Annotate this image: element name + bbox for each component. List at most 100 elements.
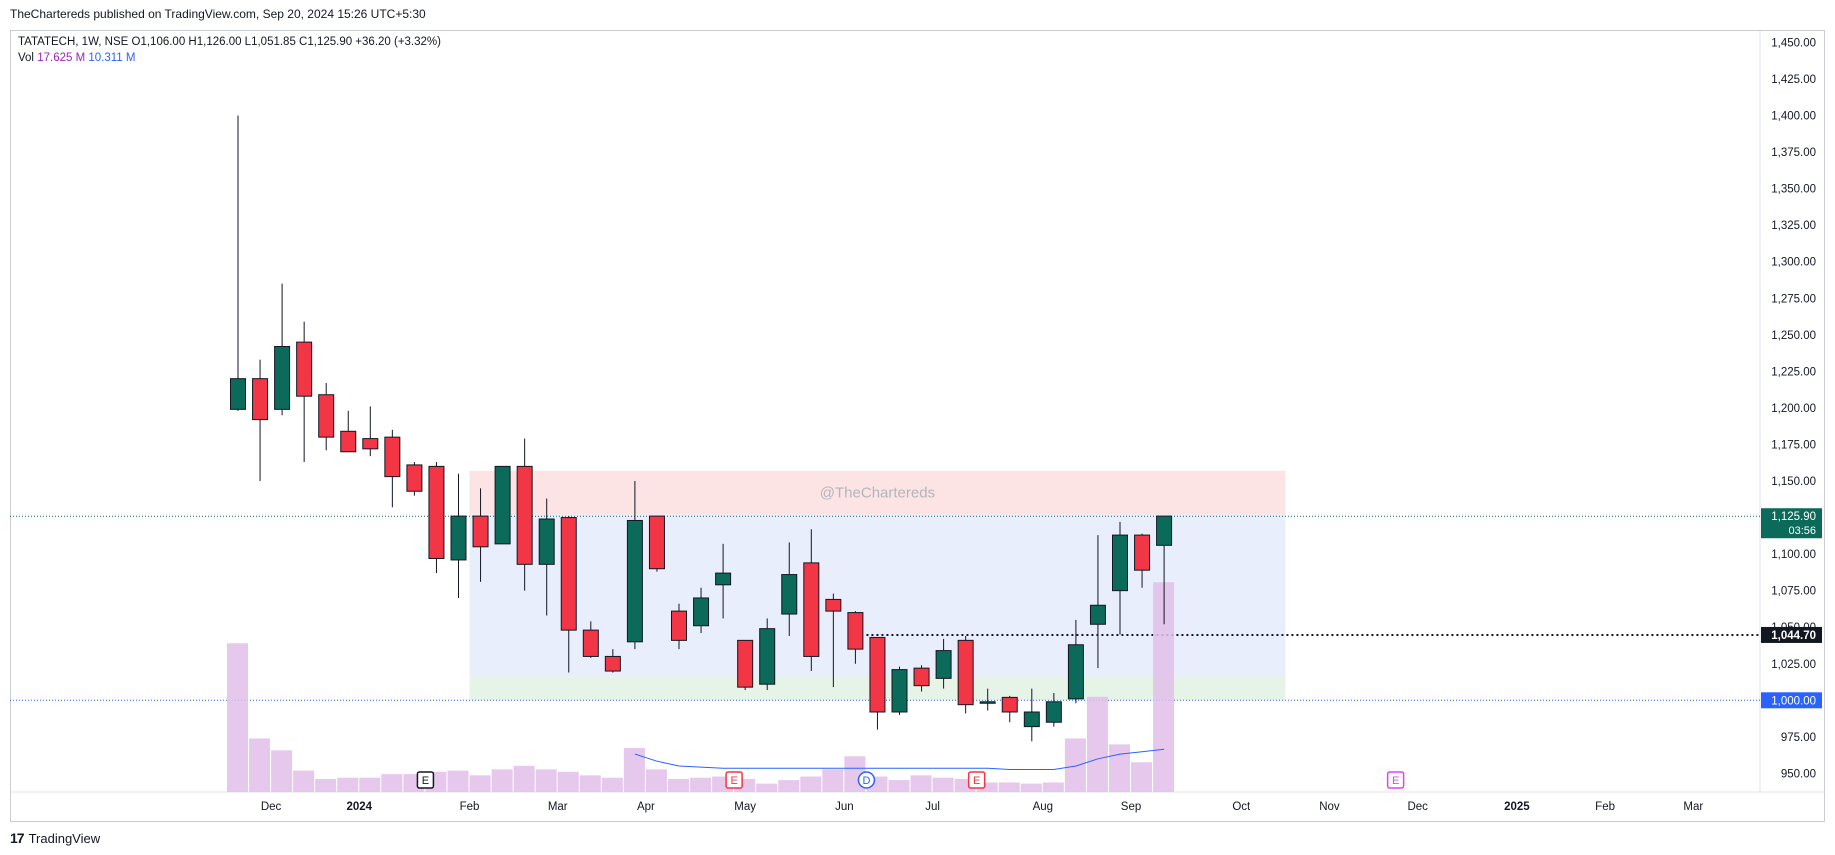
volume-bar[interactable] <box>271 750 293 792</box>
candle-up[interactable] <box>1089 604 1106 625</box>
candle-up[interactable] <box>494 465 511 545</box>
candle-down[interactable] <box>671 610 687 641</box>
candle-down[interactable] <box>1001 696 1018 713</box>
volume-bar[interactable] <box>513 765 535 792</box>
candle-down[interactable] <box>362 438 379 450</box>
time-axis-tick: May <box>734 801 756 813</box>
symbol-ohlc-line[interactable]: TATATECH, 1W, NSE O1,106.00 H1,126.00 L1… <box>18 36 441 48</box>
volume-value: 17.625 M <box>37 52 86 64</box>
event-marker-label: E <box>730 775 737 787</box>
earnings-marker-icon[interactable] <box>1386 771 1405 789</box>
candle-down[interactable] <box>1134 534 1151 571</box>
candle-up[interactable] <box>1045 701 1062 723</box>
candle-down[interactable] <box>472 515 489 548</box>
candle-down[interactable] <box>252 378 269 421</box>
volume-bar[interactable] <box>535 769 557 792</box>
candle-down[interactable] <box>869 636 886 713</box>
volume-bar[interactable] <box>888 780 910 792</box>
dividend-marker-icon[interactable] <box>857 771 876 789</box>
candle-up[interactable] <box>626 519 643 643</box>
price-axis-tick: 1,350.00 <box>1771 184 1816 196</box>
earnings-marker-icon[interactable] <box>967 771 986 789</box>
volume-bar[interactable] <box>227 643 248 792</box>
volume-bar[interactable] <box>690 777 712 792</box>
candle-up[interactable] <box>538 518 555 565</box>
volume-bar[interactable] <box>447 770 469 792</box>
candle-down[interactable] <box>737 639 754 688</box>
candle-down[interactable] <box>825 598 842 612</box>
publisher-header: TheChartereds published on TradingView.c… <box>10 7 426 21</box>
candle-down[interactable] <box>428 465 445 559</box>
candle-up[interactable] <box>230 378 246 410</box>
volume-bar[interactable] <box>359 777 381 792</box>
candle-up[interactable] <box>1156 515 1173 546</box>
volume-bar[interactable] <box>337 777 359 792</box>
volume-bar[interactable] <box>910 775 932 792</box>
candle-down[interactable] <box>296 341 313 397</box>
candle-up[interactable] <box>1067 644 1084 700</box>
volume-bar[interactable] <box>1109 744 1130 792</box>
volume-bar[interactable] <box>557 771 579 792</box>
candle-down[interactable] <box>913 667 930 687</box>
candle-down[interactable] <box>560 517 577 631</box>
support-level-badge-text: 1,044.70 <box>1771 630 1816 642</box>
candle-down[interactable] <box>648 515 665 570</box>
volume-bar[interactable] <box>381 774 403 792</box>
candle-down[interactable] <box>406 464 423 492</box>
volume-bar[interactable] <box>315 778 337 792</box>
candle-down[interactable] <box>340 430 357 453</box>
support-level-badge <box>1761 626 1822 643</box>
volume-bar[interactable] <box>1042 782 1064 792</box>
volume-bar[interactable] <box>469 775 491 792</box>
volume-bar[interactable] <box>800 776 822 792</box>
time-axis-tick: Feb <box>1595 801 1615 813</box>
chart-frame <box>10 30 1825 822</box>
volume-bar[interactable] <box>1153 582 1175 792</box>
volume-bar[interactable] <box>601 777 623 792</box>
earnings-marker-icon[interactable] <box>416 771 435 789</box>
candle-up[interactable] <box>1023 711 1040 728</box>
volume-bar[interactable] <box>932 777 954 792</box>
candle-up[interactable] <box>715 572 732 586</box>
volume-bar[interactable] <box>822 769 844 792</box>
candle-up[interactable] <box>693 597 710 627</box>
volume-bar[interactable] <box>249 738 271 792</box>
volume-bar[interactable] <box>1064 738 1086 792</box>
candle-up[interactable] <box>1112 534 1128 592</box>
volume-bar[interactable] <box>998 782 1020 792</box>
volume-bar[interactable] <box>756 783 778 792</box>
volume-bar[interactable] <box>293 770 315 792</box>
time-axis-tick: Aug <box>1033 801 1053 813</box>
candle-up[interactable] <box>891 669 908 713</box>
candle-down[interactable] <box>384 436 401 478</box>
volume-bar[interactable] <box>976 782 998 792</box>
resistance-zone <box>469 470 1286 515</box>
volume-bar[interactable] <box>778 780 800 792</box>
footer-brand[interactable]: 17 TradingView <box>10 830 100 846</box>
price-axis-tick: 975.00 <box>1781 732 1816 744</box>
volume-bar[interactable] <box>623 747 645 792</box>
candle-down[interactable] <box>582 629 599 657</box>
candle-down[interactable] <box>847 612 864 650</box>
candle-up[interactable] <box>759 628 776 685</box>
candle-down[interactable] <box>803 562 820 657</box>
volume-bar[interactable] <box>1020 783 1042 792</box>
volume-bar[interactable] <box>1131 762 1153 792</box>
volume-bar[interactable] <box>668 778 689 792</box>
volume-bar[interactable] <box>491 769 513 792</box>
earnings-marker-icon[interactable] <box>725 771 743 789</box>
candle-down[interactable] <box>604 655 621 672</box>
candle-down[interactable] <box>516 465 533 565</box>
volume-bar[interactable] <box>645 769 667 792</box>
volume-bar[interactable] <box>579 775 601 792</box>
candle-down[interactable] <box>318 394 335 438</box>
candle-up[interactable] <box>450 515 467 561</box>
candle-up[interactable] <box>781 574 798 615</box>
candle-down[interactable] <box>957 639 974 706</box>
candle-up[interactable] <box>274 345 291 410</box>
candle-up[interactable] <box>979 701 996 704</box>
price-axis-tick: 1,075.00 <box>1771 586 1816 598</box>
volume-bar[interactable] <box>1086 696 1108 792</box>
candle-up[interactable] <box>935 650 952 679</box>
